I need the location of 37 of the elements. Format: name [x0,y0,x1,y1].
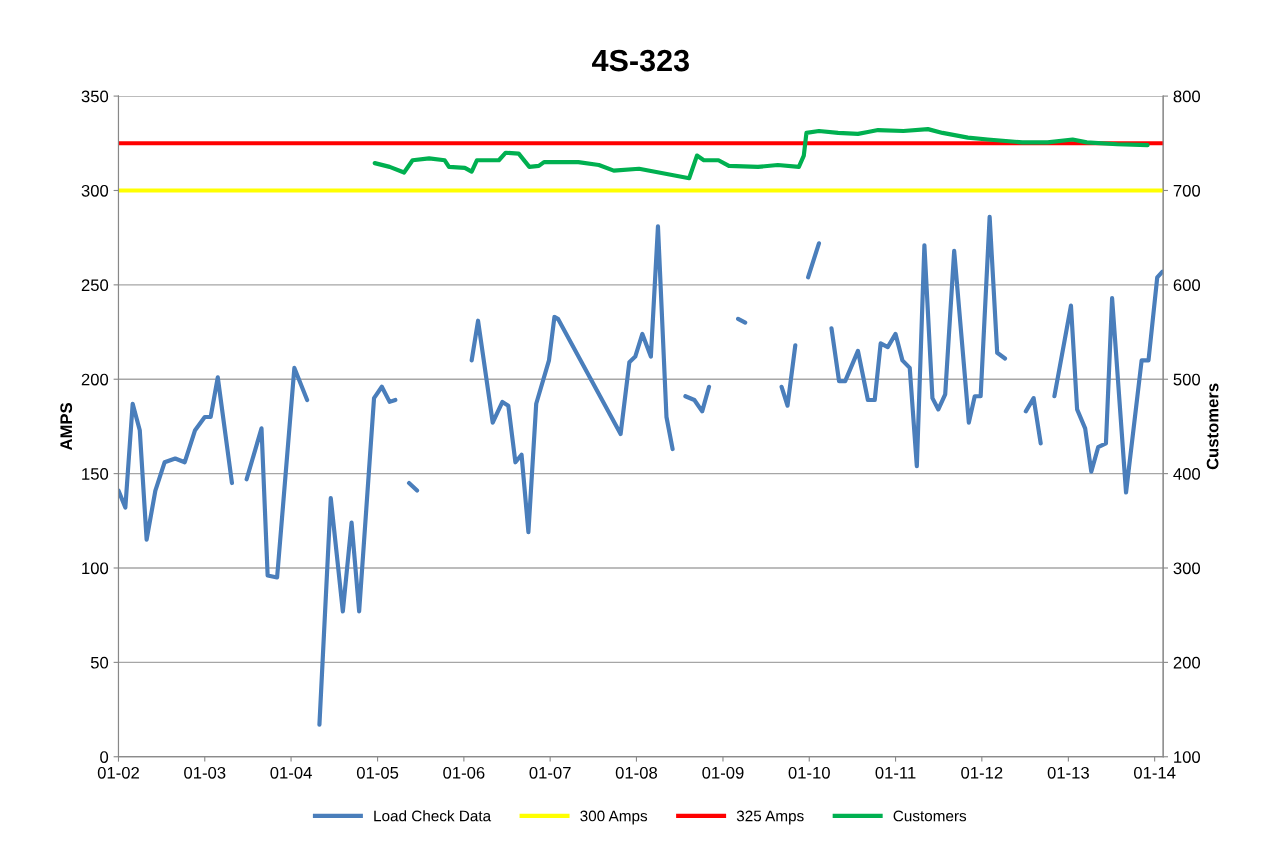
legend-label: 325 Amps [736,810,804,825]
x-tick-label: 01-04 [270,766,312,779]
y-tick-label: 100 [82,562,109,575]
y2-axis-title: Customers [1206,383,1219,470]
x-tick-label: 01-12 [961,766,1003,779]
y-tick-label: 350 [81,90,109,103]
legend-label: Customers [893,810,967,822]
y-axis-title: AMPS [60,403,73,451]
line-series [372,127,1150,181]
x-tick-label: 01-02 [97,766,139,779]
x-tick-label: 01-06 [443,766,485,779]
legend-label: 300 Amps [580,810,648,825]
y2-tick-label: 500 [1173,373,1201,386]
chart-title: 4S-323 [592,49,689,72]
x-tick-label: 01-13 [1047,766,1089,779]
y2-tick-label: 400 [1173,468,1201,480]
x-tick-label: 01-09 [702,766,744,779]
y2-tick-label: 100 [1174,751,1201,763]
y2-tick-label: 200 [1173,656,1201,669]
x-tick-label: 01-03 [184,766,226,779]
x-tick-label: 01-08 [615,766,658,779]
x-tick-label: 01-07 [529,766,571,779]
y-tick-label: 50 [90,656,109,669]
y-tick-label: 0 [100,751,109,763]
x-tick-label: 01-10 [788,766,830,779]
y-tick-label: 200 [81,373,109,386]
x-tick-label: 01-11 [875,766,916,779]
y2-tick-label: 800 [1173,90,1201,103]
y2-tick-label: 700 [1173,184,1201,197]
y-tick-label: 150 [82,468,109,480]
x-tick-label: 01-14 [1133,766,1176,779]
y-tick-label: 300 [81,184,109,197]
y-tick-label: 250 [81,279,109,292]
legend-label: Load Check Data [374,810,492,822]
y2-tick-label: 600 [1173,279,1201,292]
x-tick-label: 01-05 [356,766,399,779]
y2-tick-label: 300 [1173,562,1201,575]
